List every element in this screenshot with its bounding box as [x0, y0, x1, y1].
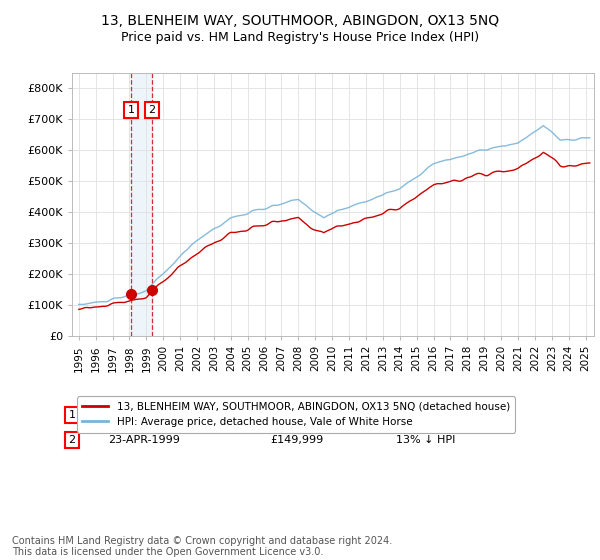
- Text: Contains HM Land Registry data © Crown copyright and database right 2024.
This d: Contains HM Land Registry data © Crown c…: [12, 535, 392, 557]
- Text: 23-APR-1999: 23-APR-1999: [109, 435, 181, 445]
- Legend: 13, BLENHEIM WAY, SOUTHMOOR, ABINGDON, OX13 5NQ (detached house), HPI: Average p: 13, BLENHEIM WAY, SOUTHMOOR, ABINGDON, O…: [77, 396, 515, 432]
- Text: 27-FEB-1998: 27-FEB-1998: [109, 410, 180, 420]
- Text: £149,999: £149,999: [271, 435, 323, 445]
- Bar: [131, 73, 152, 336]
- Text: 1: 1: [68, 410, 76, 420]
- Text: 2: 2: [68, 435, 76, 445]
- Text: 1: 1: [127, 105, 134, 115]
- Text: 2: 2: [148, 105, 155, 115]
- Text: 13% ↓ HPI: 13% ↓ HPI: [395, 410, 455, 420]
- Text: 13, BLENHEIM WAY, SOUTHMOOR, ABINGDON, OX13 5NQ: 13, BLENHEIM WAY, SOUTHMOOR, ABINGDON, O…: [101, 14, 499, 28]
- Text: Price paid vs. HM Land Registry's House Price Index (HPI): Price paid vs. HM Land Registry's House …: [121, 31, 479, 44]
- Text: £136,000: £136,000: [271, 410, 323, 420]
- Text: 13% ↓ HPI: 13% ↓ HPI: [395, 435, 455, 445]
